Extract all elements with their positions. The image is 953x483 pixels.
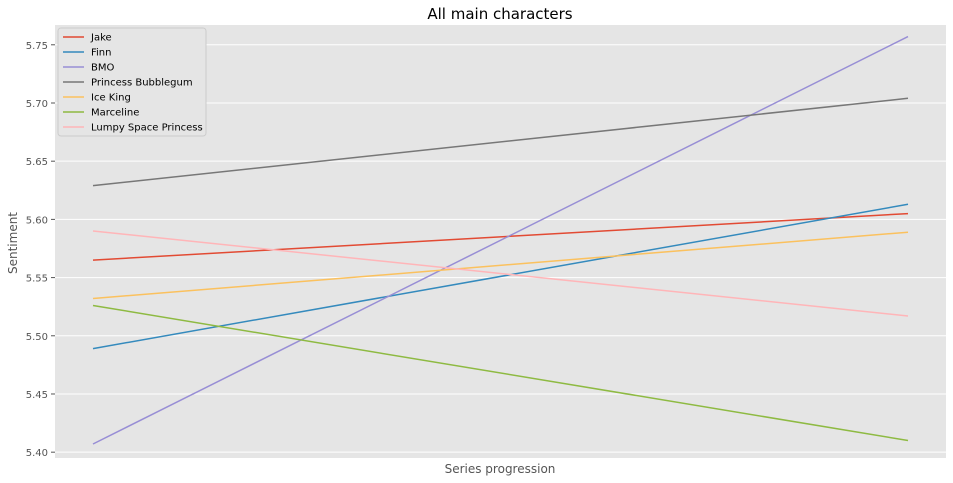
y-tick-label: 5.45: [26, 390, 48, 401]
legend-label: BMO: [91, 63, 114, 74]
y-tick-label: 5.75: [26, 41, 48, 52]
series-line-bmo: [92, 35, 909, 445]
series-line-ice-king: [92, 231, 909, 300]
series-line-finn: [92, 203, 909, 350]
legend: Jake Finn BMO Princess Bubblegum Ice King Mar…: [57, 27, 207, 137]
series-line-princess-bubblegum: [92, 97, 909, 187]
series-line-jake: [92, 212, 909, 261]
x-axis-label: Series progression: [445, 462, 556, 476]
y-ticks: 5.40 5.45 5.50 5.55 5.60 5.65 5.70 5.75: [26, 41, 55, 459]
series-line-marceline: [92, 304, 909, 442]
legend-label: Lumpy Space Princess: [91, 123, 203, 134]
series-lines: [92, 35, 909, 445]
legend-label: Jake: [90, 33, 112, 44]
y-axis-label: Sentiment: [6, 212, 20, 274]
legend-box: [57, 27, 207, 137]
chart-title: All main characters: [427, 5, 572, 23]
legend-label: Finn: [91, 48, 111, 59]
y-tick-label: 5.60: [26, 215, 48, 226]
y-tick-label: 5.70: [26, 99, 48, 110]
y-tick-label: 5.65: [26, 157, 48, 168]
legend-label: Marceline: [91, 108, 139, 119]
y-tick-label: 5.55: [26, 274, 48, 285]
y-tick-label: 5.50: [26, 332, 48, 343]
legend-label: Princess Bubblegum: [91, 78, 193, 89]
y-tick-label: 5.40: [26, 448, 48, 459]
series-line-lumpy-space-princess: [92, 230, 909, 317]
legend-label: Ice King: [91, 93, 131, 104]
